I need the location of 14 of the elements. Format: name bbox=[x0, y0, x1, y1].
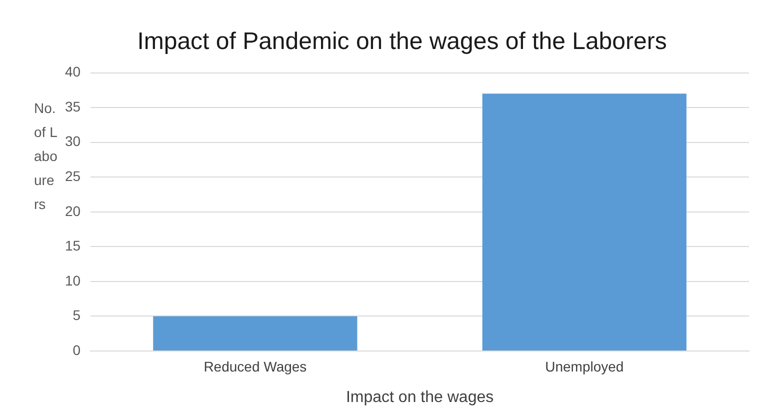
y-tick-label: 20 bbox=[64, 202, 81, 219]
x-axis-title: Impact on the wages bbox=[346, 388, 494, 406]
y-tick-label: 10 bbox=[64, 272, 81, 288]
x-tick-label: Unemployed bbox=[545, 358, 624, 374]
y-tick-label: 40 bbox=[64, 64, 81, 80]
y-tick-label: 35 bbox=[64, 98, 81, 114]
y-tick-label: 0 bbox=[72, 342, 81, 358]
y-tick-label: 25 bbox=[64, 168, 81, 184]
y-axis-title: No. of Labourers bbox=[34, 99, 58, 214]
y-tick-label: 15 bbox=[64, 238, 81, 254]
chart-title: Impact of Pandemic on the wages of the Laborers bbox=[137, 28, 667, 56]
y-tick-label: 5 bbox=[72, 307, 81, 324]
y-tick-label: 30 bbox=[64, 133, 81, 150]
x-tick-label: Reduced Wages bbox=[204, 358, 307, 374]
